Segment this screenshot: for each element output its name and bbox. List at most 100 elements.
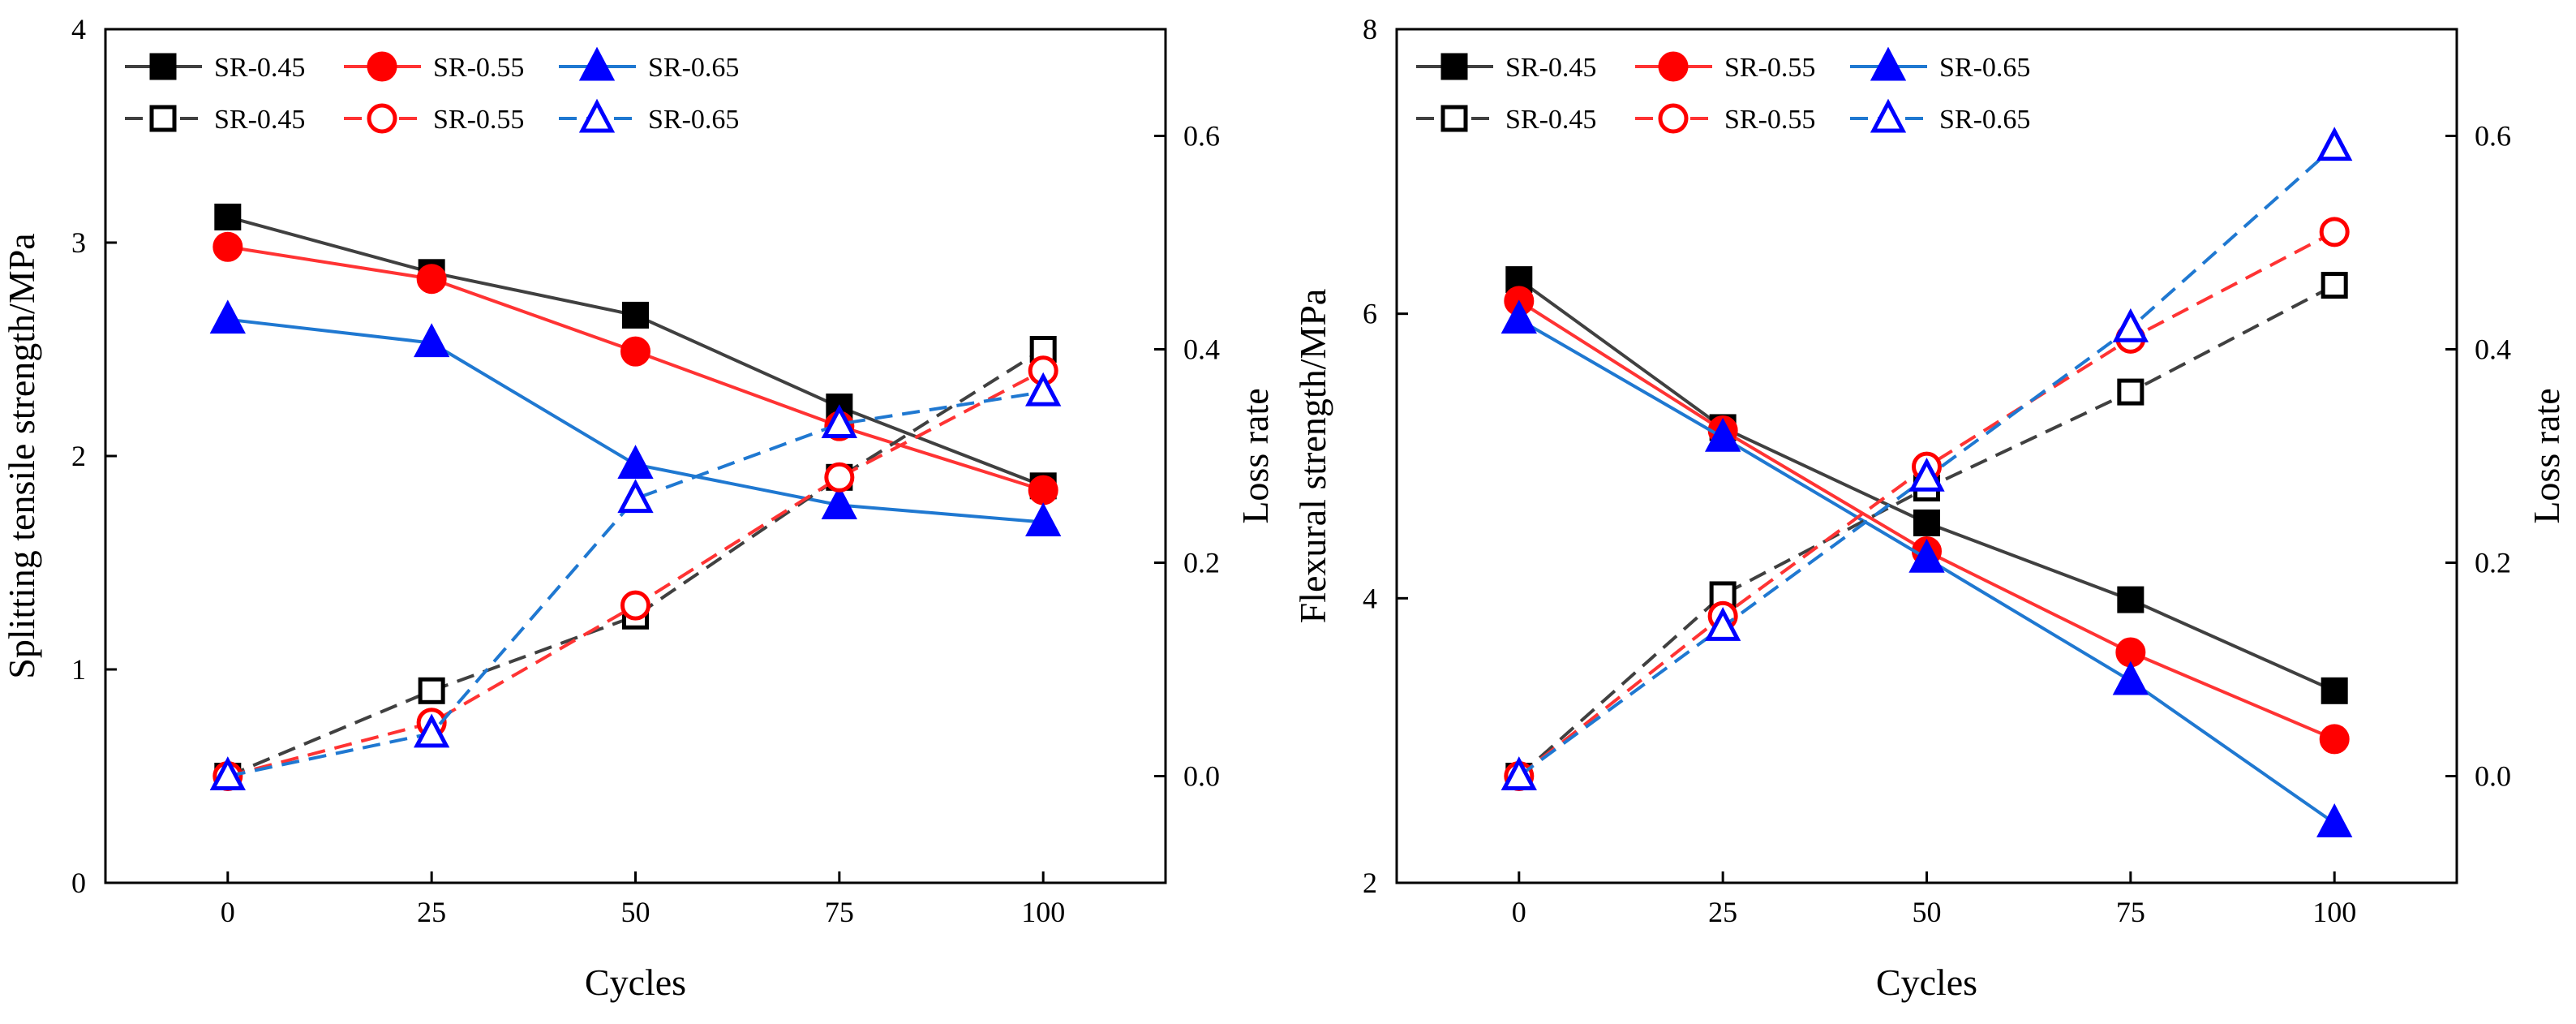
legend-label: SR-0.45 <box>214 53 305 83</box>
data-point <box>2316 127 2353 161</box>
y-left-tick-label: 2 <box>1363 867 1377 899</box>
data-point <box>2112 308 2149 342</box>
x-tick-label: 75 <box>825 896 854 928</box>
data-point <box>2117 378 2145 406</box>
y-left-tick-label: 1 <box>71 653 86 686</box>
legend-item: SR-0.45 <box>1416 53 1596 83</box>
legend-marker <box>578 46 616 81</box>
legend-marker <box>1870 46 1907 81</box>
data-point <box>414 713 450 748</box>
legend-item: SR-0.45 <box>125 105 305 135</box>
x-tick-label: 25 <box>417 896 446 928</box>
data-point <box>1025 502 1062 537</box>
chart-left-splitting-tensile: 0 25 50 75 100 0 1 2 3 4 0.0 0.2 0.4 0.6 Cycles Splitti… <box>1 13 1276 1003</box>
legend-item: SR-0.45 <box>125 53 305 83</box>
series-line-sr-0.55-loss-rate <box>1518 230 2336 778</box>
data-point <box>1028 475 1058 506</box>
y-right-tick-label: 0.4 <box>1183 333 1220 366</box>
data-point <box>617 479 654 514</box>
legend-marker <box>149 105 177 132</box>
data-point <box>1505 266 1533 294</box>
legend-marker <box>1440 53 1468 80</box>
x-tick-label: 0 <box>221 896 235 928</box>
y-left-tick-label: 2 <box>71 440 86 472</box>
x-tick-label: 100 <box>2312 896 2356 928</box>
legend-label: SR-0.45 <box>1505 105 1596 135</box>
data-point <box>2321 677 2348 704</box>
data-point <box>209 756 246 790</box>
x-axis-label: Cycles <box>1876 962 1977 1003</box>
data-point <box>1913 509 1940 536</box>
data-point <box>2316 803 2353 837</box>
data-point <box>213 231 243 262</box>
legend-marker <box>367 51 397 82</box>
data-point <box>1501 299 1537 334</box>
data-point <box>2321 272 2348 299</box>
y-right-axis-label: Loss rate <box>1234 388 1276 523</box>
legend-label: SR-0.55 <box>433 105 524 135</box>
legend-label: SR-0.55 <box>1724 105 1815 135</box>
x-tick-label: 25 <box>1708 896 1737 928</box>
data-point <box>1705 417 1741 452</box>
legend-item: SR-0.65 <box>1850 46 2030 83</box>
data-point <box>2319 217 2350 247</box>
legend-marker <box>1440 105 1468 132</box>
x-tick-label: 0 <box>1512 896 1526 928</box>
legend-item: SR-0.65 <box>559 46 739 83</box>
legend-label: SR-0.65 <box>648 105 739 135</box>
data-point <box>2117 586 2145 613</box>
legend-label: SR-0.65 <box>648 53 739 83</box>
x-tick-label: 75 <box>2116 896 2145 928</box>
legend-marker <box>578 98 616 133</box>
data-point <box>2112 660 2149 695</box>
data-point <box>821 485 857 519</box>
y-right-tick-label: 0.2 <box>2475 547 2511 579</box>
series-line-sr-0.45-loss-rate <box>227 347 1045 778</box>
data-point <box>214 203 242 230</box>
data-point <box>617 445 654 480</box>
data-point <box>1501 756 1537 790</box>
series-line-sr-0.65-loss-rate <box>227 390 1044 778</box>
series-line-sr-0.55-loss-rate <box>227 369 1045 778</box>
y-right-axis-label: Loss rate <box>2526 388 2567 523</box>
data-point <box>1908 538 1945 573</box>
legend-item: SR-0.55 <box>1635 51 1815 83</box>
data-point <box>620 590 650 621</box>
data-point <box>1705 607 1741 641</box>
data-point <box>2319 724 2350 755</box>
legend-label: SR-0.65 <box>1939 53 2030 83</box>
data-point <box>209 299 246 334</box>
data-point <box>1908 457 1945 492</box>
x-axis-label: Cycles <box>585 962 686 1003</box>
data-point <box>824 462 855 493</box>
legend-item: SR-0.45 <box>1416 105 1596 135</box>
y-left-axis-label: Flexural strength/MPa <box>1292 289 1333 624</box>
y-left-tick-label: 8 <box>1363 13 1377 45</box>
y-left-tick-label: 0 <box>71 867 86 899</box>
legend-label: SR-0.45 <box>214 105 305 135</box>
y-right-tick-label: 0.6 <box>1183 120 1220 153</box>
legend-marker <box>367 103 397 134</box>
x-tick-label: 50 <box>1913 896 1942 928</box>
y-right-tick-label: 0.4 <box>2475 333 2511 366</box>
data-point <box>418 677 445 704</box>
legend-label: SR-0.55 <box>1724 53 1815 83</box>
legend-marker <box>1658 103 1689 134</box>
y-left-tick-label: 6 <box>1363 298 1377 330</box>
legend-marker <box>1870 98 1907 133</box>
data-point <box>622 301 649 329</box>
legend-label: SR-0.45 <box>1505 53 1596 83</box>
y-right-tick-label: 0.0 <box>2475 760 2511 793</box>
data-point <box>620 336 650 367</box>
legend-item: SR-0.55 <box>344 51 524 83</box>
y-left-tick-label: 4 <box>1363 582 1377 614</box>
legend-item: SR-0.55 <box>1635 103 1815 135</box>
legend-item: SR-0.65 <box>559 98 739 135</box>
chart-right-flexural: 0 25 50 75 100 2 4 6 8 0.0 0.2 0.4 0.6 Cycles Flexural… <box>1292 13 2567 1003</box>
y-right-tick-label: 0.6 <box>2475 120 2511 153</box>
legend-label: SR-0.55 <box>433 53 524 83</box>
data-point <box>414 323 450 358</box>
y-left-tick-label: 3 <box>71 226 86 259</box>
data-point <box>416 264 447 295</box>
legend-item: SR-0.65 <box>1850 98 2030 135</box>
